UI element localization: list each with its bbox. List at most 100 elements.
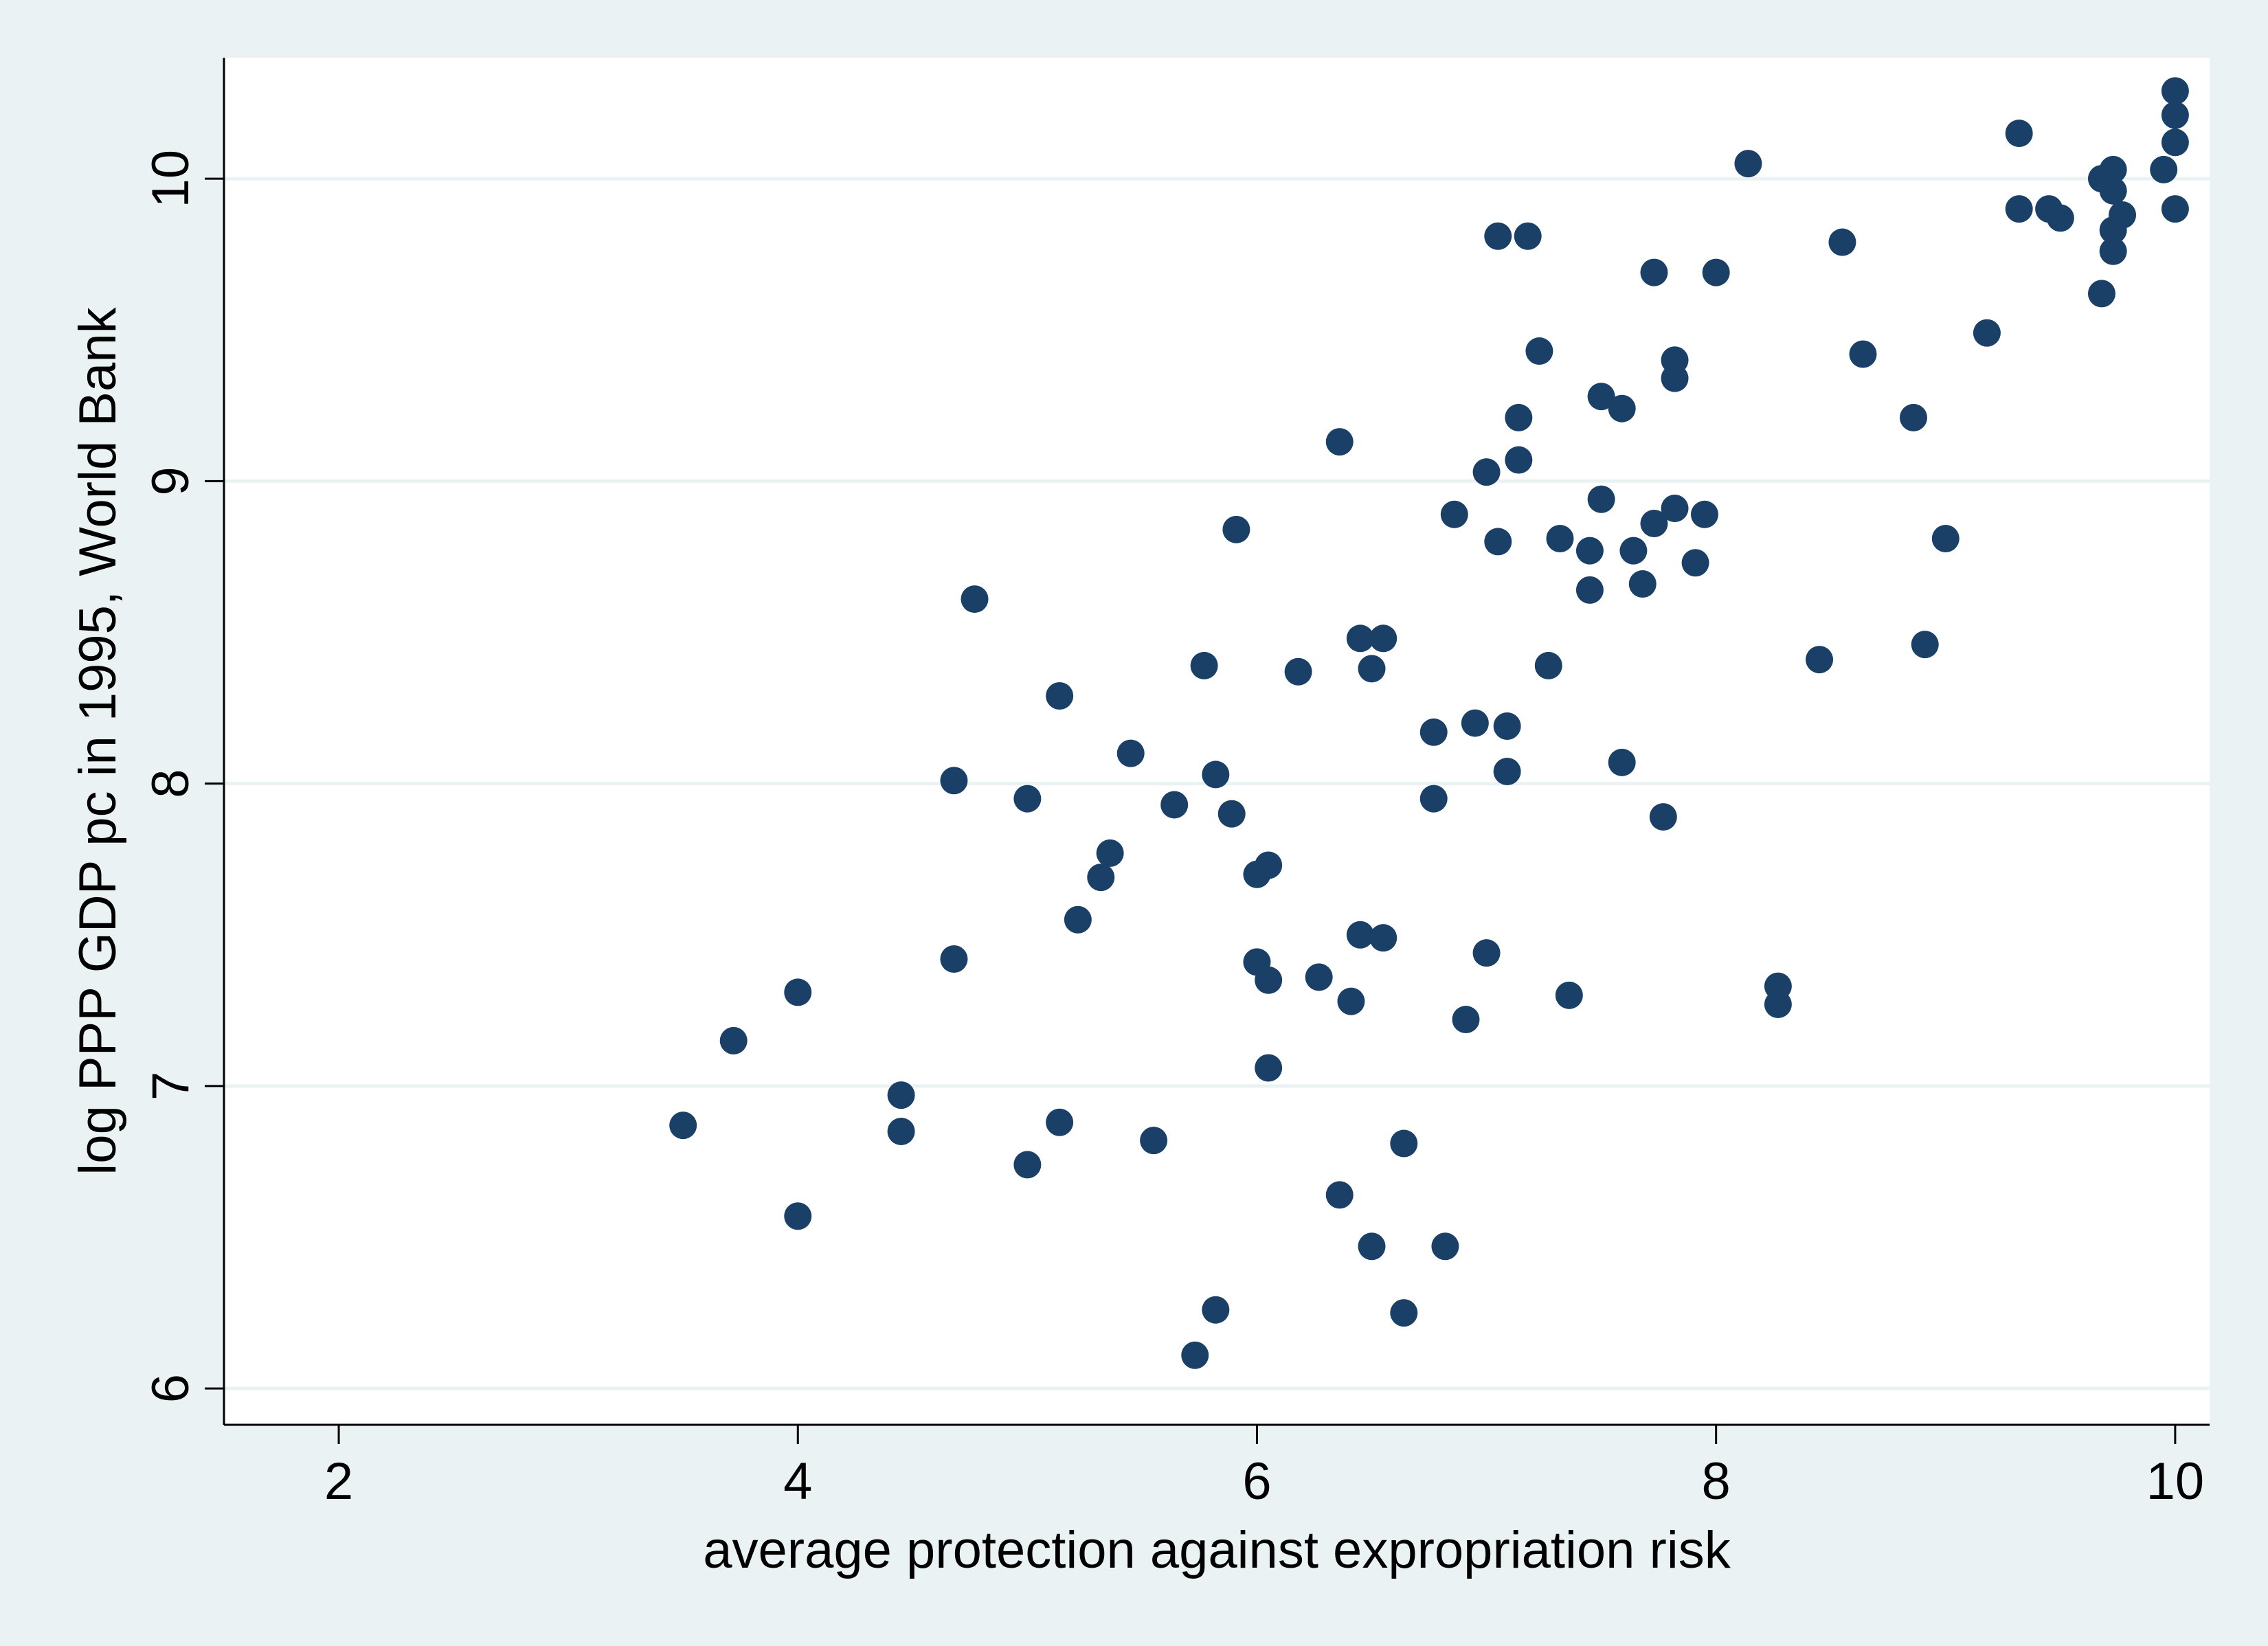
data-point [1140,1127,1168,1155]
data-point [1734,150,1762,178]
data-point [1087,864,1115,892]
data-point [1514,222,1542,250]
data-point [1534,651,1562,679]
data-point [1046,681,1074,710]
data-point [940,767,968,795]
data-point [1628,570,1657,598]
data-point [1493,712,1521,740]
data-point [1452,1006,1480,1034]
y-tick-label: 8 [142,769,200,798]
y-tick-label: 9 [142,466,200,495]
data-point [1440,500,1468,528]
data-point [1640,258,1668,286]
data-point [2005,195,2033,223]
data-point [1305,963,1333,991]
data-point [784,978,812,1006]
data-point [1484,222,1512,250]
data-point [1546,525,1574,553]
data-point [1661,494,1689,522]
data-point [1690,500,1718,528]
data-point [1202,1296,1230,1324]
data-point [1369,624,1397,653]
y-tick-label: 10 [142,150,200,208]
data-point [887,1117,915,1145]
data-point [1575,576,1604,604]
data-point [1493,758,1521,786]
data-point [2099,177,2127,205]
data-point [887,1081,915,1109]
data-point [1608,748,1636,776]
data-point [2109,201,2137,229]
data-point [1431,1232,1459,1261]
data-point [1181,1341,1209,1369]
data-point [1681,549,1709,577]
data-point [1661,346,1689,374]
data-point [2161,195,2189,223]
data-point [1325,1181,1354,1209]
data-point [1472,939,1501,967]
data-point [1587,383,1615,411]
data-point [1505,403,1533,431]
data-point [1461,709,1489,737]
data-point [1116,739,1145,767]
data-point [1255,1054,1283,1082]
data-point [1849,340,1877,368]
data-point [1806,646,1834,674]
data-point [2046,204,2074,232]
plot-area [224,58,2210,1425]
data-point [2099,155,2127,183]
y-tick-label: 7 [142,1072,200,1101]
data-point [1358,655,1386,683]
data-point [1702,258,1730,286]
data-point [2099,237,2127,265]
data-point [940,945,968,973]
data-point [1358,1232,1386,1261]
data-point [1419,718,1448,746]
data-point [1973,319,2001,347]
data-point [2161,128,2189,157]
data-point [1369,924,1397,952]
x-tick-label: 4 [783,1452,812,1511]
data-point [1419,785,1448,813]
data-point [1764,991,1792,1019]
data-point [1608,394,1636,422]
data-point [1046,1108,1074,1136]
data-point [2150,155,2178,183]
y-axis-title: log PPP GDP pc in 1995, World Bank [69,306,127,1175]
data-point [1284,657,1312,686]
data-point [1346,624,1374,653]
data-point [1900,403,1928,431]
data-point [1911,631,1939,659]
data-point [1346,921,1374,949]
data-points [669,77,2189,1369]
data-point [1217,800,1246,828]
x-tick-label: 2 [324,1452,353,1511]
data-point [1096,839,1124,867]
data-point [1337,987,1365,1015]
x-axis-title: average protection against expropriation… [703,1521,1731,1579]
data-point [1390,1129,1418,1158]
data-point [1619,537,1648,565]
data-point [1931,525,1960,553]
data-point [1525,337,1553,365]
data-point [1828,228,1856,256]
data-point [2087,280,2115,308]
data-point [1555,981,1583,1009]
x-tick-label: 10 [2146,1452,2205,1511]
data-point [1640,510,1668,538]
data-point [1325,428,1354,456]
data-point [1649,803,1677,831]
data-point [1255,966,1283,994]
data-point [1064,905,1092,934]
data-point [961,585,989,613]
y-axis-ticks: 6 7 8 9 10 [142,150,224,1403]
data-point [719,1026,748,1055]
data-point [1013,1151,1042,1179]
data-point [2161,77,2189,105]
data-point [1202,760,1230,789]
data-point [1160,791,1189,819]
data-point [1472,458,1501,486]
data-point [2161,101,2189,129]
data-point [1390,1299,1418,1327]
y-tick-label: 6 [142,1374,200,1403]
